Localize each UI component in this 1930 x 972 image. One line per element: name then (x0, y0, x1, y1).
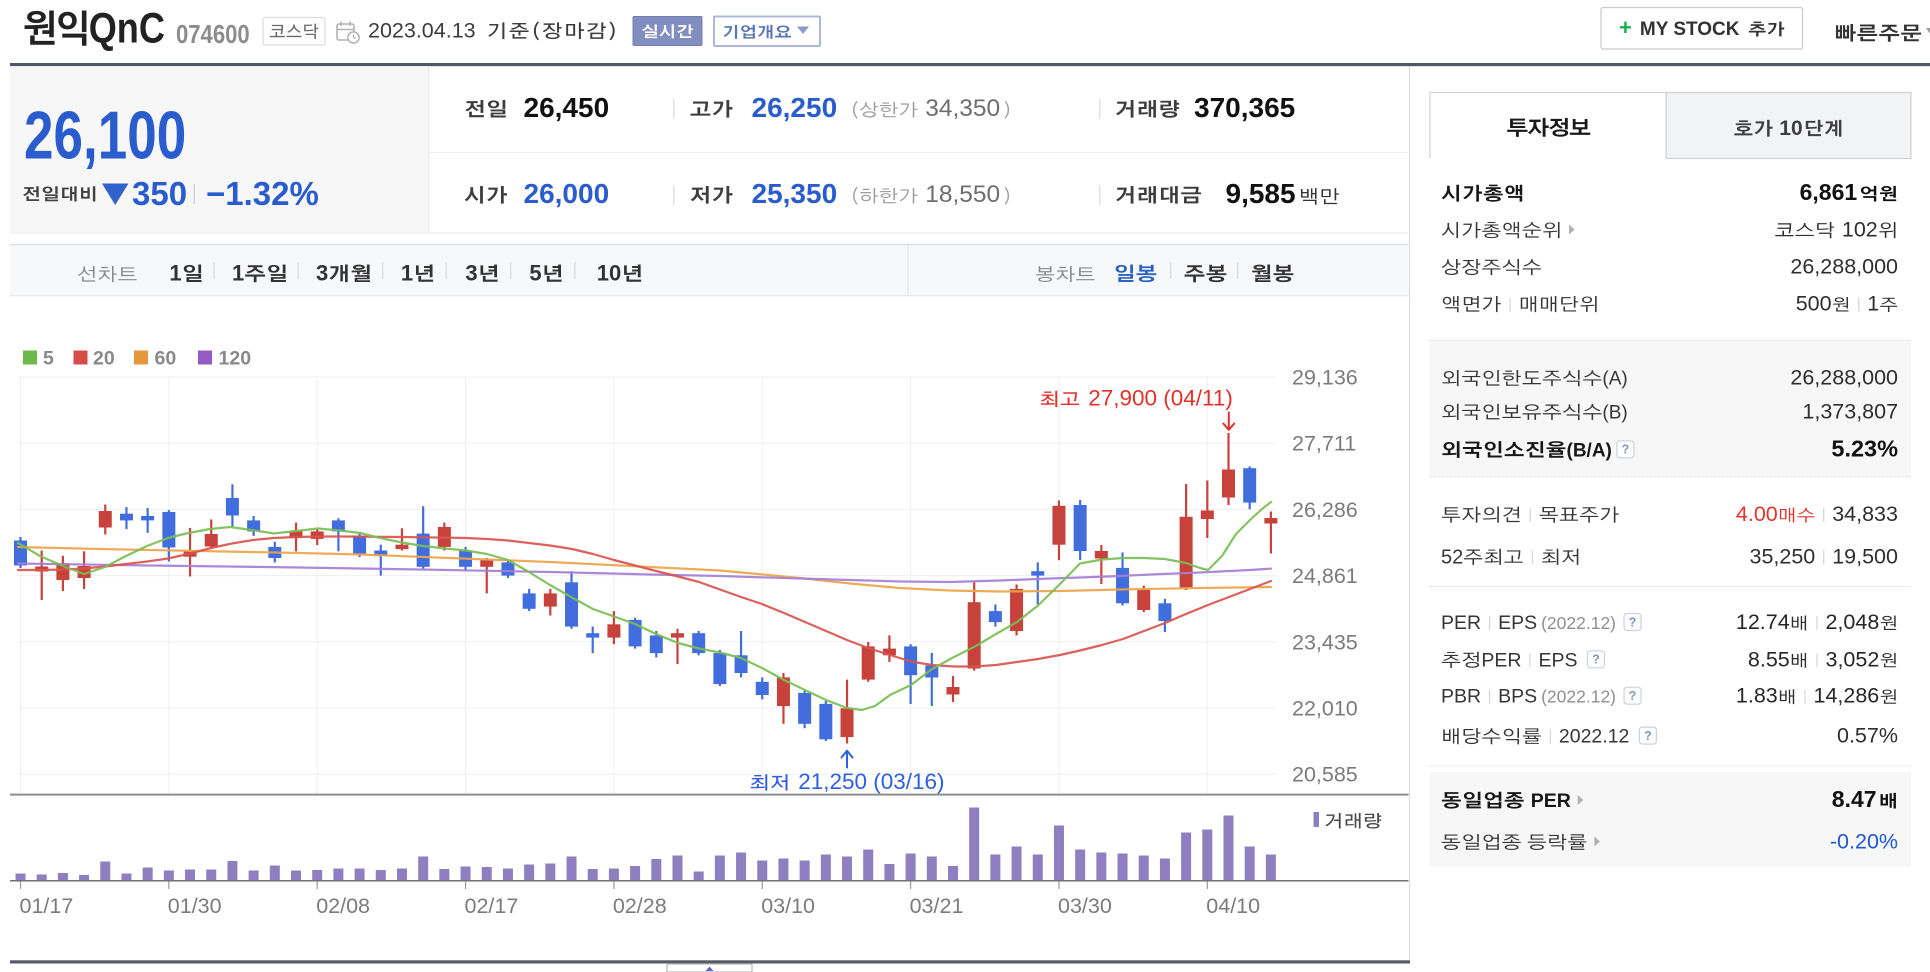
svg-text:(B): (B) (1602, 402, 1627, 423)
svg-text:52: 52 (1441, 546, 1463, 568)
svg-text:(B/A): (B/A) (1567, 440, 1612, 461)
svg-text:074600: 074600 (176, 20, 250, 49)
svg-text:5: 5 (529, 261, 541, 286)
svg-text:3: 3 (316, 261, 328, 286)
svg-text:26,286: 26,286 (1292, 498, 1358, 522)
svg-text:02/08: 02/08 (316, 894, 370, 918)
svg-text:PBR: PBR (1441, 686, 1481, 708)
svg-text:PER: PER (1531, 790, 1571, 812)
svg-text:?: ? (1629, 689, 1637, 703)
svg-text:14,286: 14,286 (1814, 684, 1880, 708)
svg-text:0.57%: 0.57% (1837, 724, 1898, 748)
svg-text:1: 1 (1867, 292, 1879, 316)
svg-text:2023.04.13: 2023.04.13 (368, 19, 476, 43)
svg-text:26,450: 26,450 (524, 92, 610, 123)
svg-text:?: ? (1629, 615, 1637, 629)
svg-text:500: 500 (1796, 292, 1832, 316)
svg-text:EPS: EPS (1498, 612, 1537, 634)
svg-text:4.00: 4.00 (1736, 502, 1778, 526)
svg-text:19,500: 19,500 (1832, 544, 1898, 568)
svg-text:22,010: 22,010 (1292, 697, 1358, 721)
svg-text:34,350: 34,350 (925, 95, 1000, 122)
svg-text:12.74: 12.74 (1736, 610, 1790, 634)
svg-text:+: + (1619, 15, 1632, 40)
svg-text:24,861: 24,861 (1292, 564, 1358, 588)
svg-text:9,585: 9,585 (1226, 178, 1296, 209)
svg-text:−1.32%: −1.32% (206, 175, 319, 212)
svg-text:03/10: 03/10 (761, 894, 815, 918)
svg-text:350: 350 (132, 175, 187, 212)
svg-text:01/17: 01/17 (20, 894, 74, 918)
svg-text:0: 0 (609, 261, 621, 286)
svg-text:8.47: 8.47 (1832, 786, 1877, 812)
svg-text:?: ? (1622, 443, 1630, 457)
svg-text:27,711: 27,711 (1292, 432, 1356, 456)
svg-text:120: 120 (219, 348, 252, 370)
svg-text:26,000: 26,000 (524, 178, 610, 209)
svg-text:04/10: 04/10 (1206, 894, 1260, 918)
svg-text:26,250: 26,250 (752, 92, 838, 123)
svg-text:3,052: 3,052 (1826, 647, 1880, 671)
svg-text:26,288,000: 26,288,000 (1790, 255, 1898, 279)
svg-text:26,288,000: 26,288,000 (1790, 366, 1898, 390)
svg-text:34,833: 34,833 (1832, 502, 1898, 526)
svg-text:18,550: 18,550 (925, 181, 1000, 208)
svg-text:102: 102 (1842, 218, 1878, 242)
svg-text:1.83: 1.83 (1736, 684, 1778, 708)
svg-text:3: 3 (465, 261, 477, 286)
svg-text:(A): (A) (1602, 369, 1627, 390)
svg-text:60: 60 (155, 348, 177, 370)
svg-text:PER: PER (1441, 612, 1481, 634)
svg-text:?: ? (1592, 653, 1600, 667)
svg-text:23,435: 23,435 (1292, 630, 1358, 654)
svg-text:5: 5 (43, 348, 54, 370)
svg-text:2,048: 2,048 (1826, 610, 1880, 634)
svg-text:PER: PER (1481, 649, 1521, 671)
svg-text:03/30: 03/30 (1058, 894, 1112, 918)
svg-text:?: ? (1644, 729, 1652, 743)
svg-text:5.23%: 5.23% (1831, 435, 1898, 461)
svg-text:1: 1 (169, 261, 181, 286)
svg-text:1: 1 (401, 261, 413, 286)
svg-text:01/30: 01/30 (168, 894, 222, 918)
svg-text:8.55: 8.55 (1748, 647, 1790, 671)
svg-text:2022.12: 2022.12 (1559, 726, 1630, 748)
svg-text:27,900 (04/11): 27,900 (04/11) (1088, 386, 1233, 411)
svg-text:02/28: 02/28 (613, 894, 667, 918)
svg-text:1: 1 (232, 261, 244, 286)
svg-text:29,136: 29,136 (1292, 366, 1358, 390)
svg-text:21,250 (03/16): 21,250 (03/16) (798, 769, 944, 794)
svg-text:QnC: QnC (89, 4, 165, 52)
svg-text:MY STOCK: MY STOCK (1640, 19, 1740, 40)
svg-text:1: 1 (597, 261, 609, 286)
svg-text:BPS: BPS (1498, 686, 1537, 708)
svg-text:6,861: 6,861 (1800, 179, 1858, 205)
svg-text:EPS: EPS (1539, 649, 1578, 671)
svg-text:25,350: 25,350 (752, 178, 838, 209)
svg-text:10: 10 (1779, 117, 1802, 140)
svg-text:1,373,807: 1,373,807 (1802, 399, 1898, 423)
svg-text:-0.20%: -0.20% (1830, 830, 1898, 854)
svg-text:370,365: 370,365 (1194, 92, 1295, 123)
svg-text:26,100: 26,100 (24, 97, 186, 173)
svg-text:(2022.12): (2022.12) (1541, 613, 1616, 633)
svg-text:(2022.12): (2022.12) (1541, 687, 1616, 707)
svg-text:20: 20 (93, 348, 115, 370)
svg-text:35,250: 35,250 (1750, 544, 1816, 568)
svg-text:20,585: 20,585 (1292, 763, 1358, 787)
svg-text:03/21: 03/21 (910, 894, 964, 918)
svg-text:02/17: 02/17 (465, 894, 519, 918)
